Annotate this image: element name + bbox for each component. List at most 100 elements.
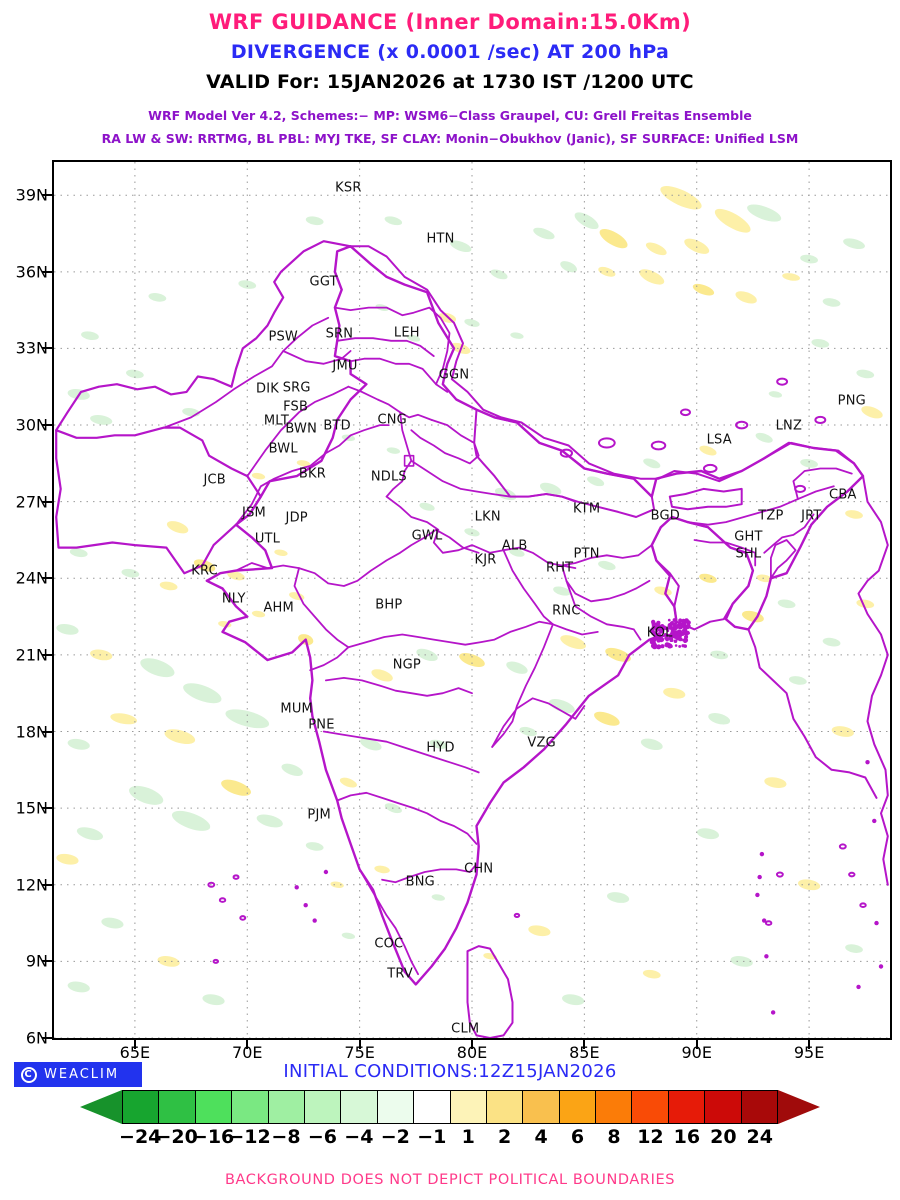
city-label: RHT (546, 561, 573, 576)
city-label: CBA (829, 488, 857, 503)
divergence-patch (745, 201, 783, 225)
lon-axis-label: 85E (569, 1043, 599, 1062)
colorbar-segment (523, 1090, 559, 1124)
colorbar-segment (305, 1090, 341, 1124)
city-label: JSM (242, 506, 266, 521)
divergence-patch (691, 282, 715, 298)
city-label: CNG (377, 412, 406, 427)
divergence-patch (330, 881, 344, 889)
colorbar-segment (487, 1090, 523, 1124)
lon-axis-label: 65E (120, 1043, 150, 1062)
divergence-patch (127, 782, 166, 809)
divergence-patch (67, 737, 91, 751)
colorbar-segments (122, 1090, 778, 1124)
weaclim-logo: C WEACLIM (14, 1062, 142, 1087)
city-label: PSW (268, 329, 298, 344)
divergence-patch (754, 431, 774, 445)
city-label: DIK (256, 382, 279, 397)
divergence-patch (67, 980, 91, 994)
contour-ring (599, 438, 615, 447)
divergence-patch (163, 726, 197, 746)
delta-speckle (686, 624, 691, 629)
lat-axis-label: 30N (16, 416, 48, 435)
island-marker (762, 918, 766, 922)
lat-axis-label: 33N (16, 339, 48, 358)
island-marker (856, 985, 860, 989)
contour-ring (840, 844, 846, 848)
map-plot-area (52, 160, 892, 1040)
myanmar-coast (748, 629, 876, 798)
divergence-patch (463, 527, 480, 538)
delta-speckle (677, 626, 680, 629)
divergence-patch (842, 236, 866, 251)
divergence-patch (89, 648, 113, 662)
contour-ring (515, 914, 519, 917)
lat-axis-label: 15N (16, 799, 48, 818)
colorbar-segment (596, 1090, 632, 1124)
divergence-patch (640, 736, 664, 752)
divergence-patch (374, 865, 391, 875)
colorbar-segment (632, 1090, 668, 1124)
colorbar-segment (705, 1090, 741, 1124)
divergence-patch (238, 279, 257, 290)
colorbar-segment (341, 1090, 377, 1124)
city-label: JDP (286, 511, 308, 526)
divergence-patch (657, 181, 704, 214)
city-label: CLM (451, 1022, 479, 1037)
city-label: SRG (283, 381, 311, 396)
lat-axis-label: 27N (16, 492, 48, 511)
city-label: KJR (474, 553, 496, 568)
city-label: GGT (310, 275, 338, 290)
delta-speckle (679, 633, 682, 636)
city-label: BKR (299, 466, 326, 481)
delta-speckle (684, 623, 686, 625)
contour-ring (795, 486, 805, 492)
divergence-patch (559, 632, 588, 652)
divergence-patch (712, 204, 754, 237)
contour-ring (815, 417, 825, 423)
contour-ring (214, 960, 218, 963)
city-label: KRC (191, 563, 218, 578)
colorbar-segment (196, 1090, 232, 1124)
divergence-patch (777, 598, 796, 609)
divergence-patch (305, 215, 324, 226)
divergence-patch (637, 266, 666, 288)
delta-speckle (674, 630, 678, 634)
lat-axis-label: 6N (26, 1029, 48, 1048)
lon-axis-label: 70E (232, 1043, 262, 1062)
city-label: BWL (269, 442, 298, 457)
divergence-patch (489, 267, 509, 281)
divergence-patch (370, 667, 395, 684)
china-tibet-boundary (351, 246, 863, 481)
divergence-patch (384, 215, 403, 227)
divergence-patch (707, 711, 731, 727)
city-label: PJM (307, 807, 331, 822)
colorbar-tick: −12 (228, 1126, 270, 1148)
city-label: PNE (308, 718, 334, 733)
lon-axis-label: 75E (344, 1043, 374, 1062)
divergence-patch (280, 761, 305, 778)
contour-ring (240, 916, 245, 920)
divergence-patch (782, 272, 801, 282)
divergence-patch (822, 637, 841, 648)
colorbar-segment (378, 1090, 414, 1124)
city-label: NLY (222, 591, 246, 606)
contour-ring (849, 873, 854, 877)
colorbar-tick: 1 (462, 1126, 475, 1148)
city-label: COC (374, 936, 403, 951)
divergence-patch (597, 559, 616, 572)
divergence-patch (510, 331, 524, 339)
contour-ring (777, 873, 783, 877)
delta-speckle (678, 645, 681, 648)
colorbar-segment (669, 1090, 705, 1124)
city-label: CHN (464, 862, 493, 877)
city-label: HTN (427, 231, 455, 246)
colorbar-tick: 8 (607, 1126, 620, 1148)
divergence-patch (844, 943, 863, 954)
city-label: GGN (439, 368, 469, 383)
colorbar-tick: −8 (271, 1126, 300, 1148)
jharkhand-line (562, 566, 650, 602)
city-label: FSB (283, 400, 308, 415)
contour-boundary-layer (56, 241, 888, 1038)
city-label: LEH (394, 326, 420, 341)
